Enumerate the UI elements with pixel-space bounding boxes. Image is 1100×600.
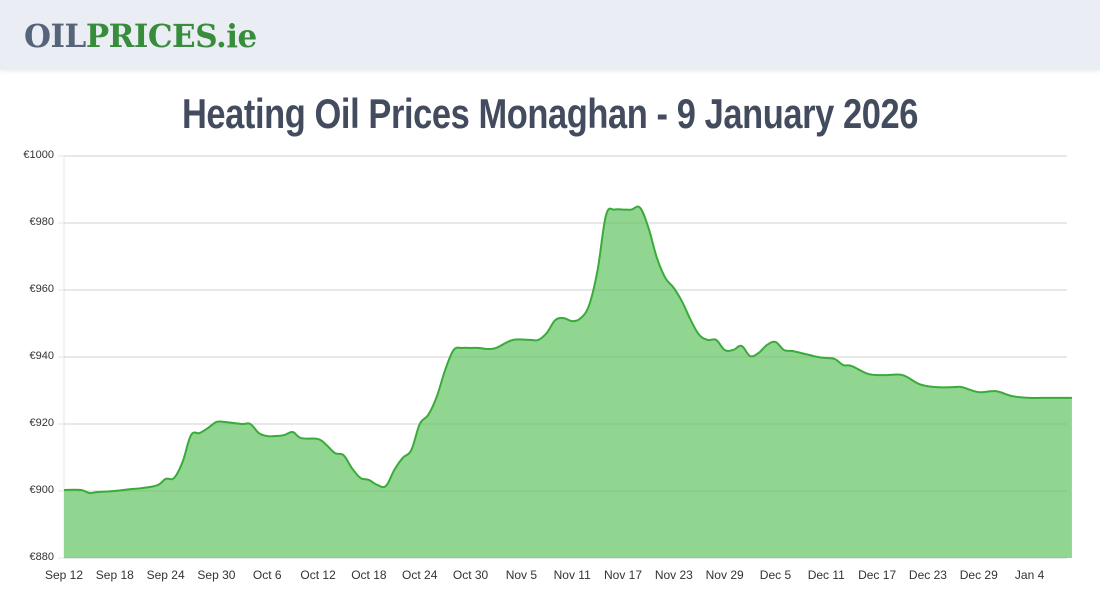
- site-logo[interactable]: OILPRICES.ie: [24, 17, 257, 58]
- x-axis-tick-label: Sep 12: [44, 568, 84, 582]
- x-axis-tick-label: Dec 23: [908, 568, 947, 582]
- site-header: OILPRICES.ie: [0, 0, 1100, 70]
- x-axis-tick-label: Oct 18: [351, 568, 387, 582]
- y-axis-tick-label: €880: [29, 551, 54, 563]
- y-axis-tick-label: €960: [29, 283, 54, 295]
- price-line[interactable]: [63, 205, 1072, 495]
- chart-plot-area[interactable]: [0, 140, 1100, 600]
- x-axis-tick-label: Dec 5: [759, 568, 792, 582]
- price-chart[interactable]: €1000 €980 €960 €940 €920 €900 €880 Sep 12 Sep 1…: [0, 140, 1100, 600]
- x-axis-tick-label: Nov 23: [654, 568, 693, 582]
- y-axis-tick-label: €920: [29, 417, 54, 429]
- x-axis-tick-label: Oct 24: [402, 568, 438, 582]
- x-axis-tick-label: Oct 30: [452, 568, 489, 582]
- x-axis-tick-label: Nov 29: [705, 568, 744, 582]
- x-axis-tick-label: Nov 17: [604, 568, 643, 582]
- logo-tld-text: .ie: [215, 18, 257, 56]
- x-axis-tick-label: Sep 18: [95, 568, 134, 582]
- y-axis-tick-label: €1000: [23, 149, 54, 161]
- x-axis-tick-label: Sep 24: [146, 568, 185, 582]
- logo-oil-text: OIL: [24, 18, 86, 56]
- x-axis-tick-label: Nov 5: [505, 568, 538, 582]
- x-axis-tick-label: Oct 6: [252, 568, 282, 582]
- logo-prices-text: PRICES: [85, 18, 217, 56]
- y-axis-tick-label: €980: [29, 216, 54, 228]
- x-axis-tick-label: Dec 17: [858, 568, 897, 582]
- x-axis-tick-label: Jan 4: [1014, 568, 1045, 582]
- y-axis-tick-label: €940: [29, 350, 54, 362]
- x-axis-tick-label: Dec 29: [959, 568, 998, 582]
- y-axis-tick-label: €900: [29, 484, 54, 496]
- x-axis-tick-label: Sep 30: [197, 568, 236, 582]
- x-axis-tick-label: Nov 11: [553, 568, 591, 582]
- x-axis-tick-label: Dec 11: [807, 568, 845, 582]
- x-axis-tick-label: Oct 12: [300, 568, 336, 582]
- page-title: Heating Oil Prices Monaghan - 9 January …: [181, 90, 919, 137]
- price-area-fill: [64, 206, 1072, 558]
